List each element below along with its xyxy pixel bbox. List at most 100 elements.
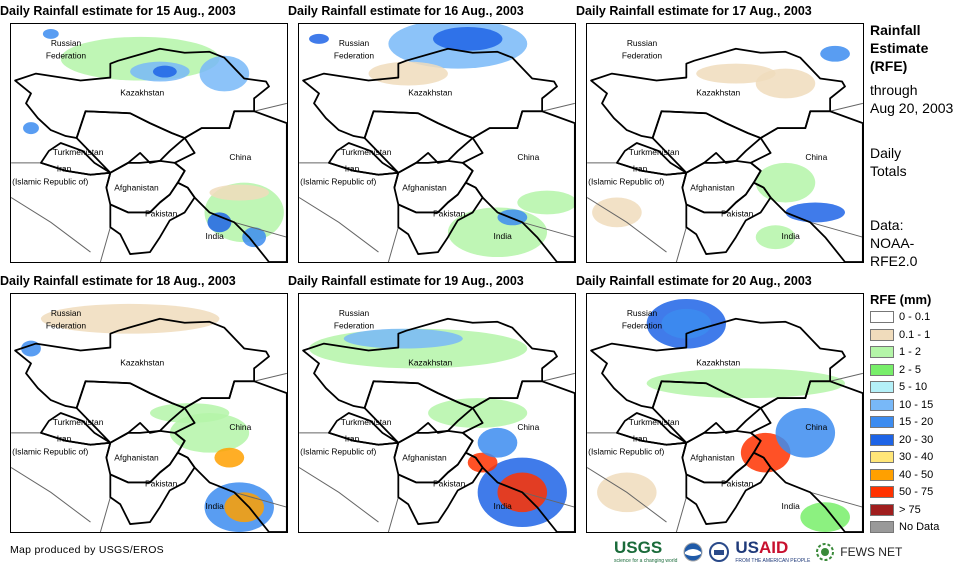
country-label: (Islamic Republic of) bbox=[588, 447, 664, 457]
rain-area bbox=[214, 447, 245, 468]
rainfall-map: Russian Federation Kazakhstan Turkmenistan I… bbox=[10, 293, 288, 533]
country-label: (Islamic Republic of) bbox=[300, 447, 376, 457]
rain-area bbox=[646, 368, 845, 399]
country-label: India bbox=[494, 231, 513, 241]
side-through: through bbox=[870, 82, 918, 98]
neighbor-borders bbox=[11, 372, 287, 532]
legend-item: 15 - 20 bbox=[870, 415, 933, 429]
country-label: Pakistan bbox=[721, 478, 754, 488]
country-label: Afghanistan bbox=[114, 453, 159, 463]
legend-item: 2 - 5 bbox=[870, 363, 921, 377]
rainfall-map-panel: Daily Rainfall estimate for 19 Aug., 200… bbox=[288, 270, 576, 535]
rain-area bbox=[477, 427, 518, 458]
legend-swatch bbox=[870, 416, 894, 428]
country-label: Federation bbox=[46, 321, 87, 331]
side-title-1: Rainfall bbox=[870, 22, 921, 38]
country-label: Federation bbox=[46, 51, 87, 61]
usaid-text: USAID bbox=[735, 538, 810, 558]
country-label: Turkmenistan bbox=[629, 417, 680, 427]
legend-item: 5 - 10 bbox=[870, 380, 927, 394]
legend-title: RFE (mm) bbox=[870, 292, 932, 307]
legend-item: 50 - 75 bbox=[870, 485, 933, 499]
rain-area bbox=[517, 190, 575, 215]
country-label: China bbox=[517, 422, 539, 432]
legend-label: No Data bbox=[899, 521, 940, 533]
country-label: India bbox=[782, 501, 801, 511]
rain-area bbox=[343, 328, 463, 349]
country-label: (Islamic Republic of) bbox=[588, 177, 664, 187]
rain-area bbox=[820, 45, 850, 62]
usaid-text-aid: AID bbox=[759, 538, 789, 557]
side-daily: Daily bbox=[870, 145, 902, 161]
legend-swatch bbox=[870, 521, 894, 533]
country-label: (Islamic Republic of) bbox=[12, 447, 88, 457]
neighbor-borders bbox=[587, 102, 863, 262]
side-totals: Totals bbox=[870, 163, 907, 179]
legend-label: 5 - 10 bbox=[899, 381, 928, 393]
legend-swatch bbox=[870, 486, 894, 498]
country-label: China bbox=[229, 152, 251, 162]
country-label: Turkmenistan bbox=[341, 147, 392, 157]
country-label: Iran bbox=[633, 164, 648, 174]
legend-swatch bbox=[870, 451, 894, 463]
country-label: Iran bbox=[57, 434, 72, 444]
rain-area bbox=[309, 33, 329, 44]
country-label: Kazakhstan bbox=[120, 357, 164, 367]
country-label: (Islamic Republic of) bbox=[300, 177, 376, 187]
rainfall-map: Russian Federation Kazakhstan Turkmenistan I… bbox=[586, 23, 864, 263]
country-label: Kazakhstan bbox=[408, 87, 452, 97]
country-label: China bbox=[805, 422, 827, 432]
rain-area bbox=[152, 65, 177, 78]
fews-net-text: FEWS NET bbox=[840, 544, 903, 559]
rainfall-map: Russian Federation Kazakhstan Turkmenistan I… bbox=[298, 293, 576, 533]
country-label: Turkmenistan bbox=[53, 147, 104, 157]
country-label: Russian bbox=[51, 308, 82, 318]
country-label: India bbox=[206, 231, 225, 241]
legend-item: 20 - 30 bbox=[870, 433, 933, 447]
country-label: Kazakhstan bbox=[696, 87, 740, 97]
rain-area bbox=[433, 26, 503, 51]
panel-title: Daily Rainfall estimate for 19 Aug., 200… bbox=[288, 274, 524, 288]
pakistan-border bbox=[109, 451, 196, 525]
rain-area bbox=[755, 162, 816, 203]
pakistan-border bbox=[397, 181, 484, 255]
country-label: Pakistan bbox=[145, 478, 178, 488]
country-label: India bbox=[494, 501, 513, 511]
rain-area bbox=[755, 225, 796, 250]
rain-area bbox=[207, 212, 232, 233]
rainfall-map: Russian Federation Kazakhstan Turkmenistan I… bbox=[298, 23, 576, 263]
usgs-text: USGS bbox=[614, 538, 663, 557]
country-label: Russian bbox=[339, 38, 370, 48]
legend-swatch bbox=[870, 398, 894, 411]
rain-area bbox=[800, 502, 850, 532]
country-label: India bbox=[206, 501, 225, 511]
rain-area bbox=[368, 61, 448, 86]
country-label: Federation bbox=[622, 51, 663, 61]
legend-label: 2 - 5 bbox=[899, 363, 922, 376]
country-label: Kazakhstan bbox=[120, 87, 164, 97]
panel-title: Daily Rainfall estimate for 18 Aug., 200… bbox=[0, 274, 236, 288]
legend-label: 40 - 50 bbox=[899, 468, 934, 481]
china-border bbox=[173, 380, 287, 532]
side-data: Data: bbox=[870, 217, 904, 233]
country-label: Pakistan bbox=[433, 208, 466, 218]
country-label: China bbox=[517, 152, 539, 162]
country-label: Turkmenistan bbox=[629, 147, 680, 157]
pakistan-border bbox=[685, 451, 772, 525]
panel-title: Daily Rainfall estimate for 16 Aug., 200… bbox=[288, 4, 524, 18]
country-label: Kazakhstan bbox=[408, 357, 452, 367]
country-label: Afghanistan bbox=[402, 183, 447, 193]
legend-label: 15 - 20 bbox=[899, 416, 934, 428]
country-label: Kazakhstan bbox=[696, 357, 740, 367]
noaa-logo-icon bbox=[683, 542, 703, 561]
legend-label: 1 - 2 bbox=[899, 346, 922, 358]
usaid-tagline: FROM THE AMERICAN PEOPLE bbox=[735, 558, 811, 564]
legend-label: 30 - 40 bbox=[899, 451, 934, 463]
usaid-text-us: US bbox=[735, 538, 759, 557]
country-label: Pakistan bbox=[721, 208, 754, 218]
turkmenistan-border bbox=[40, 431, 112, 458]
usgs-tagline: science for a changing world bbox=[614, 558, 678, 564]
china-border bbox=[749, 110, 863, 262]
legend-item: 1 - 2 bbox=[870, 345, 921, 359]
rain-area bbox=[149, 403, 230, 423]
